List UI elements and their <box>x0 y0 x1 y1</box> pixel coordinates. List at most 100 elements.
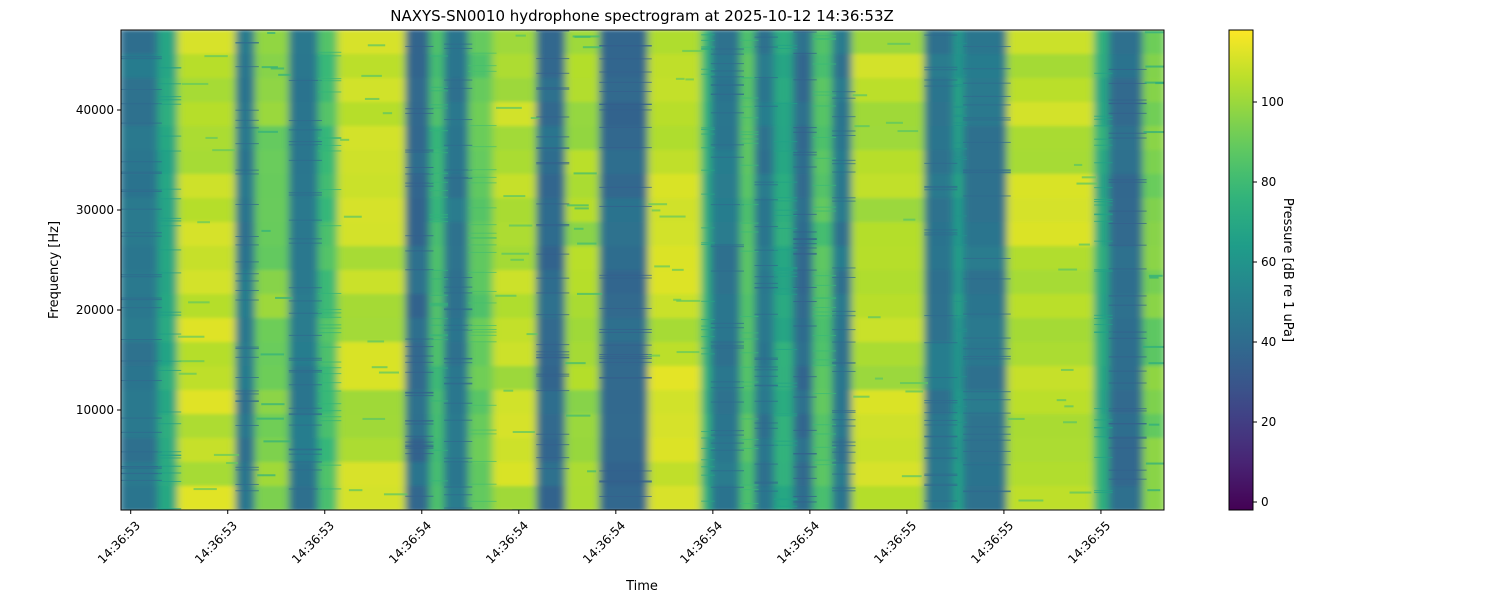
spectrogram-streak <box>701 46 715 48</box>
spectrogram-cell <box>710 30 744 55</box>
spectrogram-cell <box>429 30 449 55</box>
spectrogram-streak <box>754 385 778 387</box>
spectrogram-cell <box>1006 222 1099 247</box>
spectrogram-streak <box>444 377 473 379</box>
spectrogram-streak <box>832 329 856 331</box>
spectrogram-cell <box>565 150 604 175</box>
spectrogram-streak <box>536 468 570 470</box>
spectrogram-streak <box>576 292 603 295</box>
spectrogram-cell <box>1142 318 1164 343</box>
spectrogram-streak <box>963 450 1011 452</box>
spectrogram-streak <box>468 182 497 184</box>
spectrogram-streak <box>288 384 322 386</box>
spectrogram-streak <box>121 473 162 475</box>
spectrogram-cell <box>492 102 541 127</box>
spectrogram-streak <box>754 184 778 186</box>
spectrogram-cell <box>235 270 259 295</box>
spectrogram-streak <box>754 105 778 107</box>
spectrogram-cell <box>536 318 570 343</box>
spectrogram-streak <box>701 193 715 195</box>
spectrogram-cell <box>924 78 958 103</box>
spectrogram-cell <box>1094 270 1113 295</box>
spectrogram-streak <box>503 389 514 392</box>
spectrogram-cell <box>444 150 473 175</box>
spectrogram-streak <box>317 416 342 418</box>
spectrogram-streak <box>905 390 924 393</box>
spectrogram-cell <box>754 342 778 367</box>
spectrogram-streak <box>710 449 744 451</box>
spectrogram-cell <box>599 246 652 271</box>
spectrogram-streak <box>773 103 798 105</box>
spectrogram-cell <box>963 270 1011 295</box>
spectrogram-cell <box>254 78 293 103</box>
spectrogram-cell <box>235 126 259 151</box>
spectrogram-streak <box>812 433 837 435</box>
spectrogram-streak <box>739 106 759 108</box>
spectrogram-cell <box>317 486 342 510</box>
spectrogram-streak <box>701 319 715 321</box>
spectrogram-streak <box>682 49 704 52</box>
spectrogram-cell <box>536 366 570 391</box>
spectrogram-cell <box>536 54 570 79</box>
spectrogram-cell <box>1142 246 1164 271</box>
spectrogram-streak <box>348 489 363 492</box>
spectrogram-streak <box>754 265 778 267</box>
spectrogram-streak <box>710 156 744 158</box>
spectrogram-streak <box>288 79 322 81</box>
spectrogram-streak <box>536 351 570 353</box>
spectrogram-cell <box>832 270 856 295</box>
spectrogram-streak <box>812 311 837 313</box>
spectrogram-cell <box>288 366 322 391</box>
spectrogram-streak <box>536 444 570 446</box>
spectrogram-streak <box>924 400 958 402</box>
spectrogram-streak <box>812 393 837 395</box>
spectrogram-streak <box>812 364 837 366</box>
spectrogram-streak <box>754 287 778 289</box>
spectrogram-streak <box>444 47 473 49</box>
spectrogram-streak <box>577 242 597 245</box>
spectrogram-cell <box>492 150 541 175</box>
spectrogram-cell <box>429 150 449 175</box>
spectrogram-streak <box>235 377 259 379</box>
spectrogram-streak <box>235 169 259 171</box>
spectrogram-streak <box>701 329 715 331</box>
spectrogram-streak <box>235 119 259 121</box>
spectrogram-streak <box>317 150 342 152</box>
spectrogram-streak <box>1108 447 1147 449</box>
spectrogram-streak <box>1144 81 1164 84</box>
spectrogram-cell <box>565 270 604 295</box>
spectrogram-cell <box>492 390 541 415</box>
spectrogram-streak <box>963 348 1011 350</box>
spectrogram-streak <box>710 442 744 444</box>
spectrogram-streak <box>953 54 968 56</box>
spectrogram-streak <box>793 501 817 503</box>
colorbar-label: Pressure [dB re 1 uPa] <box>1280 198 1295 342</box>
spectrogram-cell <box>1108 318 1147 343</box>
spectrogram-streak <box>710 381 744 383</box>
spectrogram-streak <box>468 483 497 485</box>
spectrogram-cell <box>536 198 570 223</box>
spectrogram-cell <box>565 318 604 343</box>
spectrogram-streak <box>468 237 497 239</box>
spectrogram-cell <box>1142 366 1164 391</box>
spectrogram-streak <box>429 367 449 369</box>
spectrogram-streak <box>1094 118 1113 120</box>
spectrogram-streak <box>710 53 744 55</box>
spectrogram-cell <box>739 174 759 199</box>
spectrogram-streak <box>317 361 342 363</box>
spectrogram-streak <box>852 94 868 97</box>
spectrogram-streak <box>444 277 473 279</box>
spectrogram-cell <box>812 366 837 391</box>
spectrogram-streak <box>924 457 958 459</box>
spectrogram-streak <box>444 329 473 331</box>
spectrogram-streak <box>468 232 497 234</box>
spectrogram-streak <box>885 121 903 124</box>
spectrogram-cell <box>710 318 744 343</box>
spectrogram-cell <box>1142 198 1164 223</box>
spectrogram-cell <box>405 150 434 175</box>
spectrogram-cell <box>317 366 342 391</box>
spectrogram-streak <box>317 137 342 139</box>
spectrogram-cell <box>235 462 259 487</box>
spectrogram-streak <box>832 310 856 312</box>
spectrogram-cell <box>121 126 162 151</box>
